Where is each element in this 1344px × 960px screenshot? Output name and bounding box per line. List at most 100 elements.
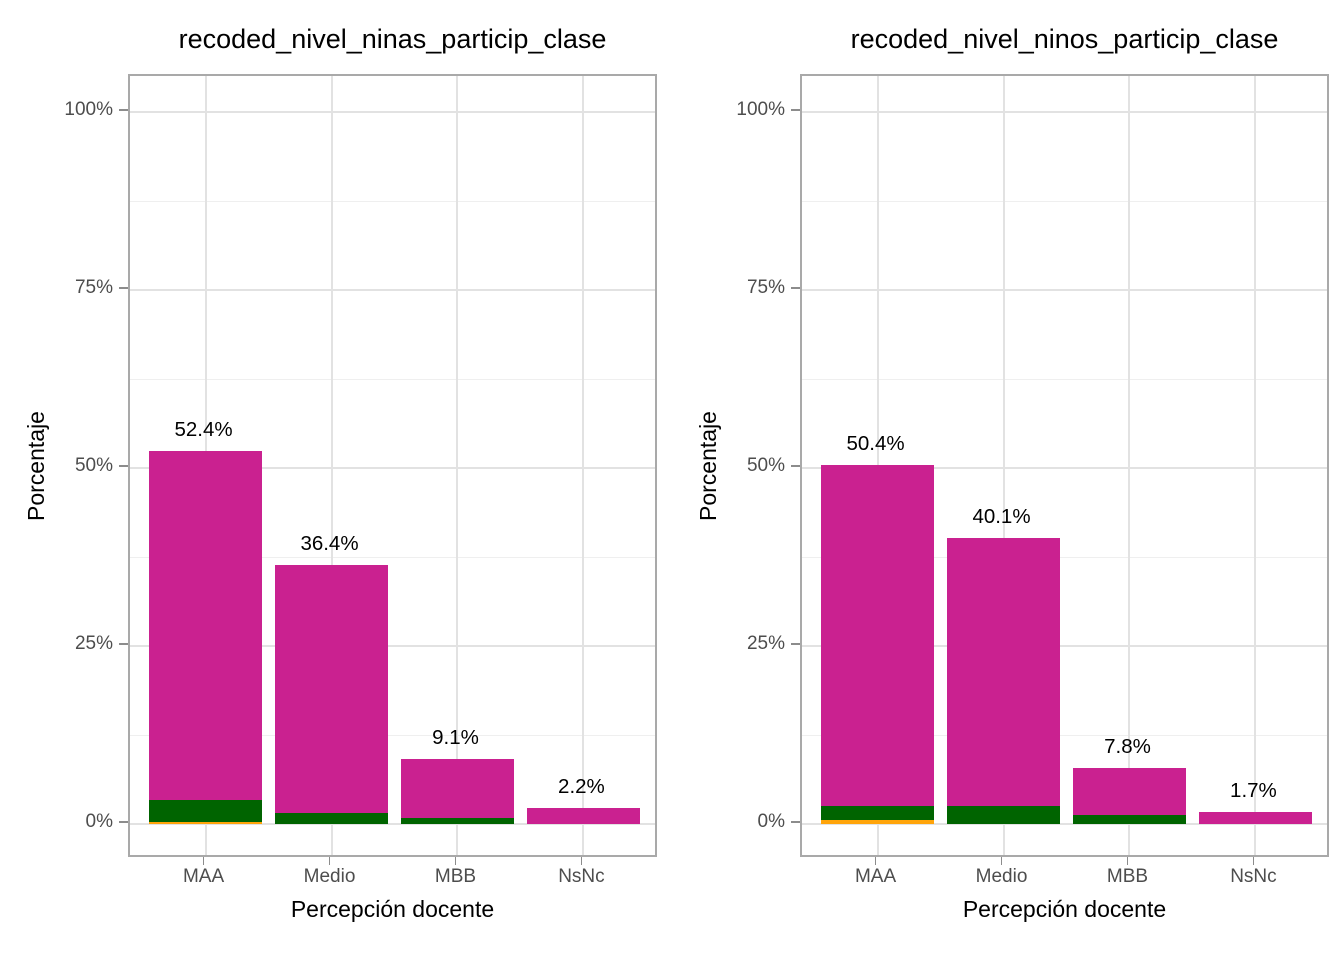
y-tick-mark [119, 643, 128, 645]
x-tick-mark [874, 857, 877, 865]
bar-value-label: 2.2% [558, 775, 605, 799]
y-tick-label: 0% [757, 811, 785, 832]
gridline-major-h [802, 823, 1327, 825]
y-tick-mark [791, 643, 800, 645]
y-tick-label: 75% [746, 277, 785, 298]
x-tick-label: Medio [975, 866, 1028, 887]
segment-darkgreen [946, 806, 1061, 824]
chart-ninas-particip-clase: recoded_nivel_ninas_particip_clase Porcen… [23, 24, 657, 922]
x-axis-title: Percepción docente [290, 896, 495, 922]
x-tick-label: Medio [303, 866, 356, 887]
x-tick-label: MAA [182, 866, 225, 887]
bar-mbb [400, 76, 515, 855]
x-tick-mark [328, 857, 331, 865]
y-tick-label: 25% [746, 633, 785, 654]
gridline-major-h [130, 111, 655, 113]
segment-magenta [820, 465, 935, 807]
x-tick-label: MAA [854, 866, 897, 887]
gridline-major-h [802, 111, 1327, 113]
gridline-minor-h [130, 734, 655, 736]
x-tick-mark [454, 857, 457, 865]
segment-magenta [148, 450, 263, 800]
gridline-minor-h [130, 378, 655, 380]
gridline-major-v [456, 76, 459, 855]
y-tick-label: 100% [64, 99, 113, 120]
bar-value-label: 40.1% [972, 505, 1031, 529]
chart-title: recoded_nivel_ninos_particip_clase [850, 24, 1279, 54]
gridline-major-v [1128, 76, 1131, 855]
y-tick-mark [119, 465, 128, 467]
segment-darkgreen [820, 806, 935, 821]
y-tick-mark [119, 109, 128, 111]
gridline-major-v [330, 76, 333, 855]
gridline-major-h [130, 645, 655, 647]
bar-value-label: 7.8% [1104, 735, 1151, 759]
y-tick-mark [119, 287, 128, 289]
segment-orange [820, 820, 935, 824]
chart-title: recoded_nivel_ninas_particip_clase [178, 24, 607, 54]
gridline-minor-h [802, 378, 1327, 380]
y-tick-mark [119, 821, 128, 823]
bar-medio [946, 76, 1061, 855]
gridline-major-h [130, 823, 655, 825]
gridline-minor-h [130, 200, 655, 202]
y-tick-mark [791, 465, 800, 467]
y-tick-mark [791, 287, 800, 289]
y-tick-label: 25% [74, 633, 113, 654]
gridline-minor-h [130, 556, 655, 558]
bar-value-label: 1.7% [1230, 778, 1277, 802]
chart-ninos-particip-clase: recoded_nivel_ninos_particip_clase Porcen… [672, 0, 1344, 960]
segment-darkgreen [274, 813, 389, 824]
x-tick-label: NsNc [1230, 866, 1277, 887]
segment-darkgreen [400, 818, 515, 824]
segment-magenta [400, 759, 515, 819]
y-tick-mark [791, 109, 800, 111]
bar-medio [274, 76, 389, 855]
plot-panel [800, 74, 1329, 857]
y-tick-label: 75% [74, 277, 113, 298]
y-tick-label: 0% [85, 811, 113, 832]
x-tick-mark [1252, 857, 1255, 865]
segment-magenta [1072, 768, 1187, 815]
bar-value-label: 9.1% [432, 726, 479, 750]
y-tick-label: 50% [746, 455, 785, 476]
segment-magenta [526, 808, 641, 824]
x-tick-mark [580, 857, 583, 865]
y-tick-mark [791, 821, 800, 823]
x-axis-title: Percepción docente [962, 896, 1167, 922]
gridline-major-h [130, 289, 655, 291]
bar-value-label: 50.4% [846, 432, 905, 456]
bar-maa [148, 76, 263, 855]
bar-value-label: 52.4% [174, 417, 233, 441]
bar-nsnc [1198, 76, 1313, 855]
x-tick-mark [1000, 857, 1003, 865]
gridline-major-v [1002, 76, 1005, 855]
gridline-major-h [802, 467, 1327, 469]
x-tick-label: MBB [434, 866, 477, 887]
gridline-major-h [130, 467, 655, 469]
bar-maa [820, 76, 935, 855]
x-tick-mark [1126, 857, 1129, 865]
gridline-minor-h [802, 200, 1327, 202]
gridline-minor-h [802, 734, 1327, 736]
gridline-major-h [802, 289, 1327, 291]
x-tick-label: MBB [1106, 866, 1149, 887]
segment-magenta [946, 538, 1061, 807]
x-tick-label: NsNc [558, 866, 605, 887]
segment-magenta [274, 564, 389, 814]
plot-panel [128, 74, 657, 857]
gridline-major-h [802, 645, 1327, 647]
x-tick-mark [202, 857, 205, 865]
gridline-major-v [1254, 76, 1257, 855]
gridline-minor-h [802, 556, 1327, 558]
bar-value-label: 36.4% [300, 531, 359, 555]
bar-nsnc [526, 76, 641, 855]
y-tick-label: 100% [736, 99, 785, 120]
gridline-major-v [582, 76, 585, 855]
segment-darkgreen [148, 799, 263, 822]
segment-magenta [1198, 811, 1313, 824]
segment-orange [148, 821, 263, 824]
bar-mbb [1072, 76, 1187, 855]
segment-darkgreen [1072, 814, 1187, 824]
